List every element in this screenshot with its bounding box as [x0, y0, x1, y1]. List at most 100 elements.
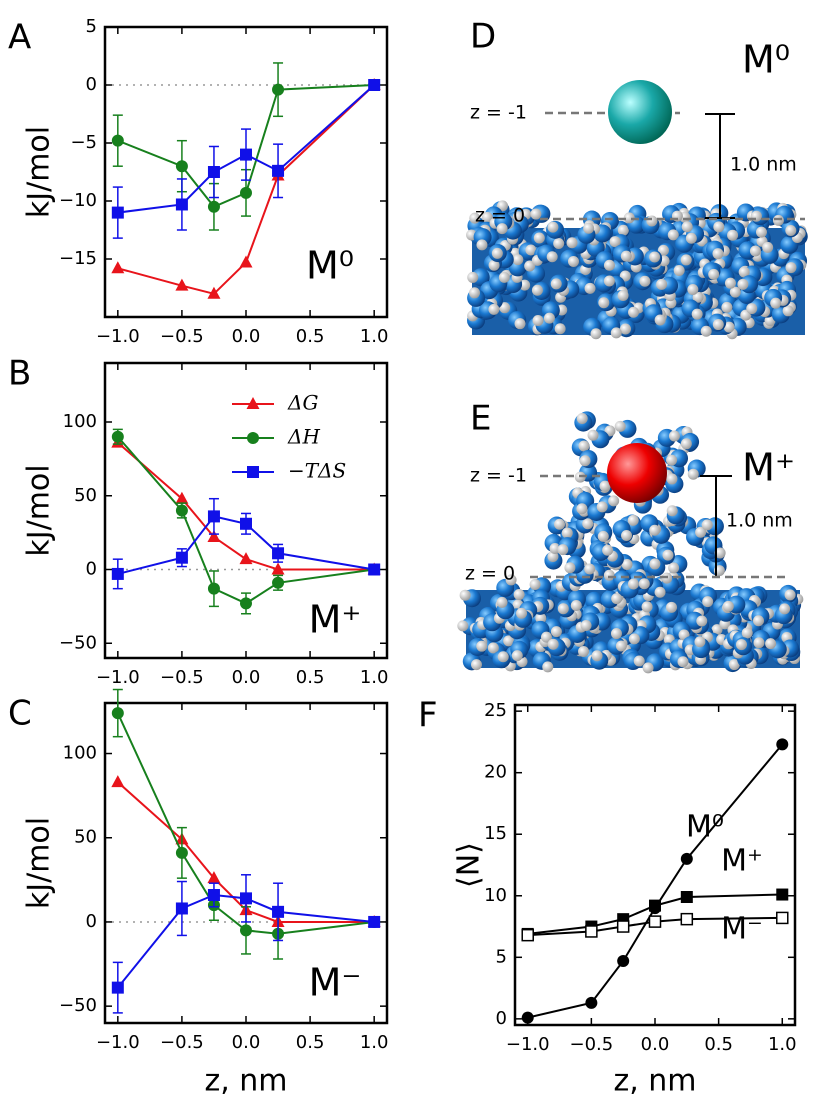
water-hydrogen — [654, 314, 666, 326]
water-hydrogen — [666, 601, 678, 613]
water-hydrogen — [543, 312, 555, 324]
water-hydrogen — [578, 645, 590, 657]
water-hydrogen — [609, 236, 621, 248]
water-hydrogen — [633, 655, 645, 667]
z-label: z = -1 — [470, 102, 527, 124]
water-hydrogen — [597, 530, 609, 542]
plot-frame — [103, 361, 389, 660]
marker — [111, 775, 125, 788]
marker — [175, 902, 188, 915]
plot-frame — [103, 701, 389, 1025]
marker — [616, 920, 630, 933]
molecular-renderings — [457, 200, 808, 674]
y-tick-label: −5 — [70, 132, 97, 153]
water-hydrogen — [657, 244, 669, 256]
water-hydrogen — [691, 308, 703, 320]
water-hydrogen — [470, 659, 482, 671]
water-hydrogen — [557, 544, 569, 556]
water-hydrogen — [591, 650, 603, 662]
water-hydrogen — [614, 420, 626, 432]
water-hydrogen — [596, 501, 608, 513]
water-hydrogen — [503, 635, 515, 647]
x-tick-label: −0.5 — [160, 667, 204, 688]
marker — [175, 198, 188, 211]
z-label: z = 0 — [475, 205, 525, 227]
marker — [585, 996, 598, 1009]
marker — [272, 164, 285, 177]
marker — [272, 576, 285, 589]
x-tick-label: −1.0 — [96, 1032, 140, 1053]
z-label: z = -1 — [470, 465, 527, 487]
water-hydrogen — [487, 642, 499, 654]
water-hydrogen — [641, 601, 653, 613]
water-hydrogen — [752, 615, 764, 627]
annotation: M⁰ — [306, 244, 354, 288]
water-hydrogen — [513, 589, 525, 601]
marker — [239, 552, 253, 565]
water-hydrogen — [476, 239, 488, 251]
marker — [240, 924, 252, 937]
marker — [207, 510, 220, 523]
water-hydrogen — [611, 593, 623, 605]
x-tick-label: 0.0 — [232, 326, 261, 347]
water-hydrogen — [467, 271, 479, 283]
water-hydrogen — [512, 211, 524, 223]
distance-label: 1.0 nm — [730, 154, 797, 176]
distance-label: 1.0 nm — [726, 510, 793, 532]
water-hydrogen — [713, 221, 725, 233]
plot-frame — [513, 703, 797, 1027]
water-hydrogen — [729, 286, 741, 298]
water-hydrogen — [680, 254, 692, 266]
y-tick-label: 50 — [74, 485, 97, 506]
y-axis-label: kJ/mol — [22, 126, 57, 218]
marker — [111, 567, 124, 580]
annotation: M⁺ — [309, 598, 362, 642]
y-axis-label: kJ/mol — [22, 464, 57, 556]
water-hydrogen — [561, 527, 573, 539]
water-hydrogen — [649, 558, 661, 570]
y-tick-label: 0 — [86, 74, 97, 95]
water-hydrogen — [584, 563, 596, 575]
series-label: M⁰ — [686, 810, 724, 845]
series-line — [117, 84, 375, 214]
x-tick-label: −0.5 — [570, 1034, 614, 1055]
marker — [521, 1011, 534, 1024]
marker — [272, 547, 285, 560]
marker — [207, 871, 221, 884]
marker — [207, 582, 220, 595]
water-hydrogen — [708, 268, 720, 280]
panel-label: B — [8, 354, 31, 394]
water-hydrogen — [547, 638, 559, 650]
water-hydrogen — [737, 278, 749, 290]
water-hydrogen — [673, 264, 685, 276]
y-tick-label: 100 — [63, 411, 97, 432]
marker — [207, 530, 221, 543]
water-hydrogen — [531, 284, 543, 296]
ion — [608, 80, 672, 144]
water-hydrogen — [576, 503, 588, 515]
water-hydrogen — [621, 529, 633, 541]
x-axis-label: z, nm — [613, 1064, 696, 1099]
water-hydrogen — [584, 282, 596, 294]
x-tick-label: −0.5 — [160, 326, 204, 347]
water-hydrogen — [656, 278, 668, 290]
water-hydrogen — [784, 589, 796, 601]
marker — [776, 738, 789, 751]
y-tick-label: −10 — [59, 190, 97, 211]
y-tick-label: −50 — [59, 632, 97, 653]
series-line — [527, 893, 783, 935]
marker — [368, 915, 381, 928]
water-hydrogen — [666, 473, 678, 485]
water-hydrogen — [603, 259, 615, 271]
y-tick-label: 15 — [484, 823, 507, 844]
panel-label: C — [8, 694, 32, 734]
water-hydrogen — [469, 287, 481, 299]
water-hydrogen — [516, 607, 528, 619]
water-hydrogen — [711, 624, 723, 636]
marker — [240, 597, 252, 610]
water-hydrogen — [727, 229, 739, 241]
series-line — [117, 84, 375, 295]
water-hydrogen — [714, 547, 726, 559]
water-hydrogen — [728, 659, 740, 671]
